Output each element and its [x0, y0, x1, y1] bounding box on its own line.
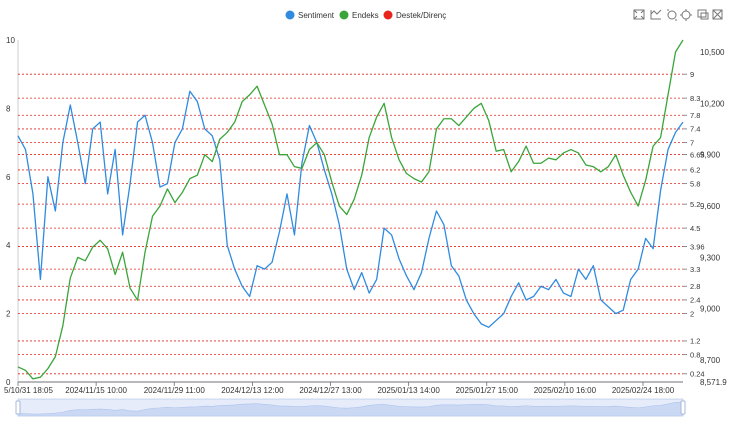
level-label-16: 0.8 [690, 350, 700, 359]
y-left-tick-1: 2 [6, 310, 11, 319]
series-line-sentiment [17, 90, 684, 328]
x-tick-label-1: 2024/11/15 10:00 [65, 386, 127, 395]
level-label-15: 1.2 [690, 337, 700, 346]
legend-label-endeks: Endeks [352, 11, 379, 20]
y-right-tick-5: 9,000 [700, 305, 721, 314]
series-layer [17, 39, 684, 380]
level-label-12: 2.8 [690, 282, 700, 291]
legend-item-sentiment[interactable]: Sentiment [285, 10, 335, 21]
y-left-tick-3: 6 [6, 173, 11, 182]
legend-dot-destek-direnc [383, 10, 393, 20]
y-right-tick-6: 8,700 [700, 356, 721, 365]
zoom-icon[interactable] [633, 9, 645, 20]
y-right-tick-3: 9,600 [700, 202, 721, 211]
legend-label-destek-direnc: Destek/Direnç [396, 11, 446, 20]
legend-item-endeks[interactable]: Endeks [339, 10, 379, 21]
legend[interactable]: Sentiment Endeks Destek/Direnç [285, 10, 447, 21]
y-left-tick-4: 8 [6, 104, 11, 113]
level-label-14: 2 [690, 309, 694, 318]
line-chart-icon[interactable] [697, 9, 709, 20]
data-zoom-handle-right[interactable] [680, 400, 686, 415]
level-label-2: 7.8 [690, 111, 700, 120]
y-axis-left: 0 2 4 6 8 10 [6, 36, 15, 387]
level-label-1: 8.3 [690, 94, 700, 103]
level-label-7: 5.8 [690, 179, 700, 188]
level-label-4: 7 [690, 138, 694, 147]
data-zoom-handle-left[interactable] [15, 400, 21, 415]
level-label-13: 2.4 [690, 296, 700, 305]
x-tick-label-6: 2025/01/27 15:00 [456, 386, 519, 395]
level-label-11: 3.3 [690, 265, 700, 274]
x-tick-label-5: 2025/01/13 14:00 [377, 386, 440, 395]
level-label-0: 9 [690, 70, 694, 79]
x-tick-label-8: 2025/02/24 18:00 [612, 386, 675, 395]
data-zoom-slider[interactable] [15, 398, 686, 417]
x-axis: 5/10/31 18:05 2024/11/15 10:00 2024/11/29 … [4, 382, 675, 395]
y-left-tick-0: 0 [6, 378, 11, 387]
x-tick-label-3: 2024/12/13 12:00 [221, 386, 284, 395]
y-right-tick-0: 10,500 [700, 48, 725, 57]
series-line-endeks [17, 39, 684, 380]
y-right-tick-7: 8,571.9 [700, 378, 727, 387]
level-label-10: 3.96 [690, 242, 705, 251]
y-right-tick-4: 9,300 [700, 253, 721, 262]
x-tick-label-4: 2024/12/27 13:00 [299, 386, 362, 395]
zoom-reset-icon[interactable] [650, 9, 662, 20]
y-left-tick-5: 10 [6, 36, 15, 45]
legend-dot-endeks [339, 10, 349, 20]
level-label-17: 0.24 [690, 369, 705, 378]
level-label-5: 6.65 [690, 150, 705, 159]
y-right-tick-1: 10,200 [700, 99, 725, 108]
x-tick-label-7: 2025/02/10 16:00 [534, 386, 597, 395]
level-label-3: 7.4 [690, 125, 700, 134]
data-zoom-preview [17, 401, 684, 417]
level-label-8: 5.2 [690, 200, 700, 209]
x-tick-label-2: 2024/11/29 11:00 [144, 386, 206, 395]
level-label-9: 4.5 [690, 224, 700, 233]
legend-dot-sentiment [285, 10, 295, 20]
legend-item-destek-direnc[interactable]: Destek/Direnç [383, 10, 447, 21]
y-right-tick-2: 9,900 [700, 151, 721, 160]
legend-label-sentiment: Sentiment [298, 11, 335, 20]
toolbox[interactable] [633, 9, 723, 21]
data-zoom-selection[interactable] [18, 399, 683, 416]
level-label-6: 6.2 [690, 166, 700, 175]
x-tick-label-0: 5/10/31 18:05 [4, 386, 53, 395]
save-image-icon[interactable] [712, 9, 723, 20]
level-lines: 9 8.3 7.8 7.4 7 6.65 6.2 5.8 5.2 4.5 3.96 3.3 2.8 2.4… [18, 70, 705, 378]
y-axis-right: 10,500 10,200 9,900 9,600 9,300 9,000 8,700 8,5… [700, 48, 727, 387]
restore-icon[interactable] [667, 9, 677, 21]
y-left-tick-2: 4 [6, 241, 11, 250]
data-view-icon[interactable] [680, 9, 692, 21]
